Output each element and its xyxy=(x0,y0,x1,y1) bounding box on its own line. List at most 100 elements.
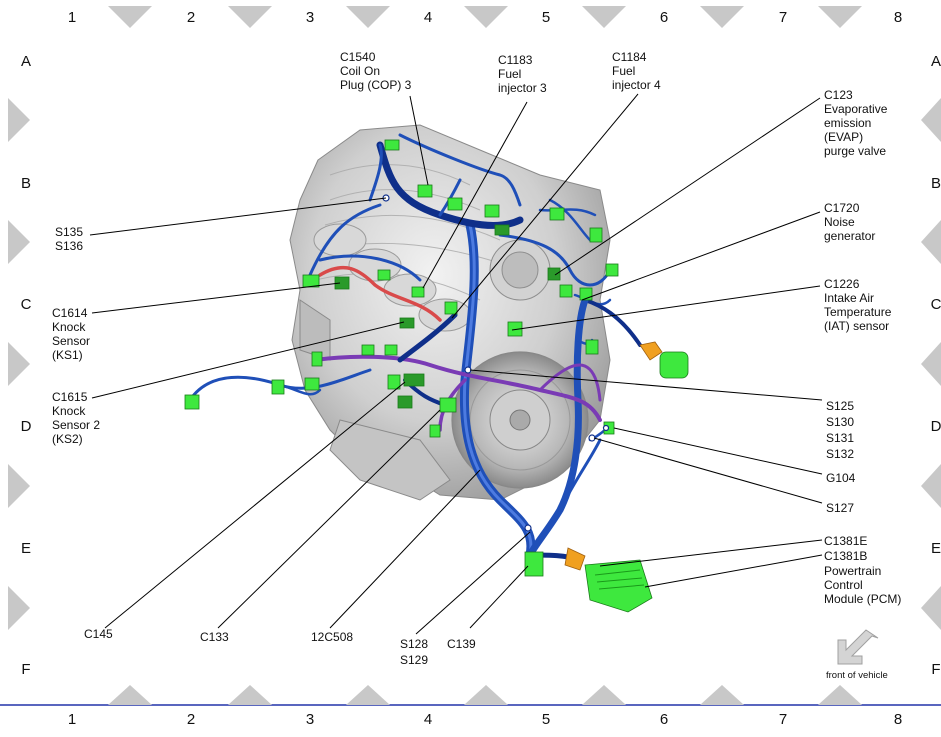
callout-c1540: C1540 Coil On Plug (COP) 3 xyxy=(340,50,412,92)
grid-marker-left xyxy=(8,464,30,508)
grid-marker-right xyxy=(921,98,941,142)
grid-row-left-A: A xyxy=(21,53,31,70)
grid-column-top-2: 2 xyxy=(187,9,195,26)
front-of-vehicle-label: front of vehicle xyxy=(826,670,888,681)
grid-marker-top xyxy=(346,6,390,28)
grid-column-bottom-1: 1 xyxy=(68,711,76,728)
grid-column-bottom-3: 3 xyxy=(306,711,314,728)
callout-c1381: C1381E C1381B Powertrain Control Module … xyxy=(824,534,901,606)
splice-s128 xyxy=(524,524,532,532)
callout-c1226: C1226 Intake Air Temperature (IAT) senso… xyxy=(824,277,895,333)
connector xyxy=(484,204,500,218)
callout-s128: S128 S129 xyxy=(400,637,431,667)
grid-column-top-3: 3 xyxy=(306,9,314,26)
grid-marker-top xyxy=(582,6,626,28)
callout-c1615: C1615 Knock Sensor 2 (KS2) xyxy=(52,390,103,446)
callout-c1720: C1720 Noise generator xyxy=(824,201,875,243)
callout-12c508: 12C508 xyxy=(311,630,353,644)
connector xyxy=(429,424,441,438)
connector xyxy=(387,374,401,390)
callout-s127: S127 xyxy=(826,501,854,515)
grid-marker-bottom xyxy=(228,685,272,705)
callout-c145: C145 xyxy=(84,627,113,641)
grid-marker-left xyxy=(8,342,30,386)
connector xyxy=(384,139,400,151)
connector xyxy=(399,317,415,329)
front-of-vehicle-indicator: front of vehicle xyxy=(826,629,888,681)
grid-marker-left xyxy=(8,98,30,142)
connector xyxy=(549,207,565,221)
callout-c1614: C1614 Knock Sensor (KS1) xyxy=(52,306,93,362)
grid-row-left-F: F xyxy=(21,661,30,678)
pcm-orange-connector xyxy=(564,547,586,571)
connector xyxy=(411,286,425,298)
connector xyxy=(384,344,398,356)
callout-c1183: C1183 Fuel injector 3 xyxy=(498,53,547,95)
grid-marker-top xyxy=(464,6,508,28)
grid-marker-top xyxy=(228,6,272,28)
grid-marker-left xyxy=(8,586,30,630)
callout-c139: C139 xyxy=(447,637,476,651)
grid-column-top-4: 4 xyxy=(424,9,432,26)
grid-marker-top xyxy=(818,6,862,28)
connector xyxy=(547,267,561,281)
callout-c133: C133 xyxy=(200,630,229,644)
connector xyxy=(271,379,285,395)
arrow-down-left-icon xyxy=(837,629,879,665)
callout-s125: S125 S130 S131 S132 xyxy=(826,399,857,461)
connector xyxy=(589,227,603,243)
grid-column-top-1: 1 xyxy=(68,9,76,26)
grid-marker-bottom xyxy=(464,685,508,705)
callout-c1184: C1184 Fuel injector 4 xyxy=(612,50,661,92)
callout-c123: C123 Evaporative emission (EVAP) purge v… xyxy=(824,88,891,158)
connector xyxy=(397,395,413,409)
grid-row-right-E: E xyxy=(931,540,941,557)
iat-sensor-connector xyxy=(659,351,689,379)
grid-column-bottom-5: 5 xyxy=(542,711,550,728)
ground-g104 xyxy=(602,424,610,432)
grid-marker-bottom xyxy=(346,685,390,705)
connector xyxy=(377,269,391,281)
callout-s135: S135 S136 xyxy=(55,225,86,253)
connector xyxy=(302,274,320,288)
grid-row-right-F: F xyxy=(931,661,940,678)
connector xyxy=(447,197,463,211)
connector-c139 xyxy=(524,551,544,577)
grid-column-top-7: 7 xyxy=(779,9,787,26)
connector xyxy=(439,397,457,413)
grid-marker-bottom xyxy=(818,685,862,705)
grid-column-top-8: 8 xyxy=(894,9,902,26)
grid-column-bottom-6: 6 xyxy=(660,711,668,728)
connector xyxy=(361,344,375,356)
row-markers: A A B B C C D D E E F F xyxy=(8,53,941,678)
grid-marker-right xyxy=(921,464,941,508)
grid-column-bottom-8: 8 xyxy=(894,711,902,728)
grid-marker-right xyxy=(921,342,941,386)
callout-g104: G104 xyxy=(826,471,856,485)
grid-marker-bottom xyxy=(108,685,152,705)
column-markers: 1 1 2 2 3 3 4 4 5 5 6 6 7 7 8 8 xyxy=(68,6,902,728)
connector xyxy=(334,276,350,290)
connector xyxy=(605,263,619,277)
leader-lines xyxy=(89,93,823,635)
grid-row-right-B: B xyxy=(931,175,941,192)
connector xyxy=(559,284,573,298)
connector xyxy=(184,394,200,410)
grid-row-left-D: D xyxy=(21,418,32,435)
grid-marker-bottom xyxy=(700,685,744,705)
grid-column-bottom-4: 4 xyxy=(424,711,432,728)
grid-column-top-6: 6 xyxy=(660,9,668,26)
grid-row-right-C: C xyxy=(931,296,941,313)
pcm-module xyxy=(584,559,653,613)
connector xyxy=(494,224,510,236)
grid-marker-left xyxy=(8,220,30,264)
grid-column-top-5: 5 xyxy=(542,9,550,26)
connector xyxy=(444,301,458,315)
grid-marker-bottom xyxy=(582,685,626,705)
grid-row-right-D: D xyxy=(931,418,941,435)
connector xyxy=(403,373,425,387)
connector xyxy=(417,184,433,198)
grid-marker-top xyxy=(108,6,152,28)
connector xyxy=(585,339,599,355)
